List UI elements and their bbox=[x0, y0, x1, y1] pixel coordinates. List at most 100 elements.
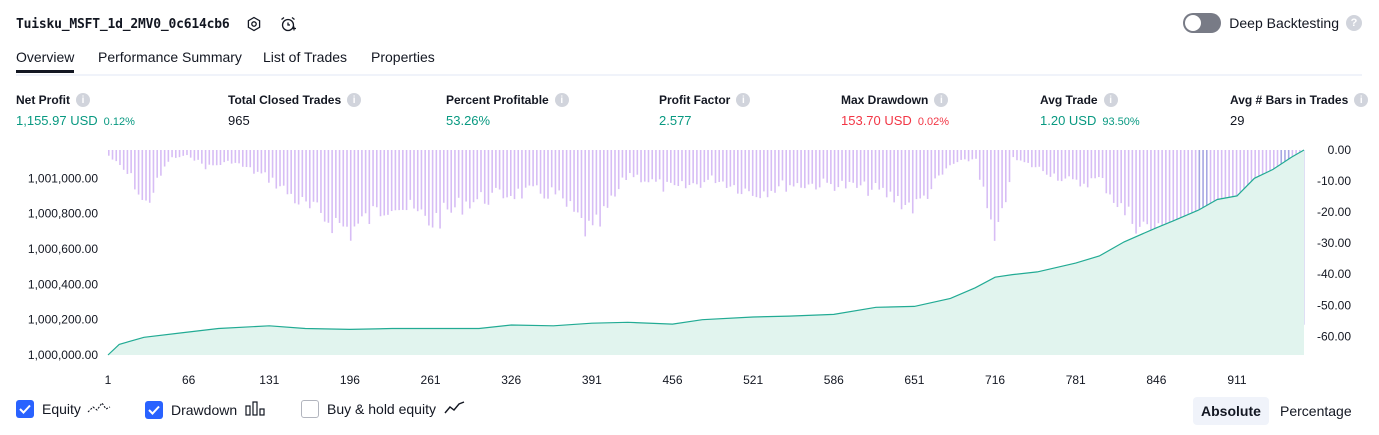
drawdown-bar bbox=[844, 150, 847, 189]
drawdown-bar bbox=[346, 150, 348, 227]
legend-buy-hold[interactable]: Buy & hold equity bbox=[301, 400, 466, 418]
drawdown-bar bbox=[662, 150, 665, 192]
drawdown-bar bbox=[543, 150, 546, 199]
drawdown-bar bbox=[521, 150, 523, 199]
drawdown-bar bbox=[636, 150, 639, 175]
legend-drawdown[interactable]: Drawdown bbox=[145, 400, 265, 419]
metric-label: Avg # Bars in Trades bbox=[1230, 93, 1349, 107]
drawdown-bar bbox=[498, 150, 501, 190]
drawdown-bar bbox=[1157, 150, 1160, 224]
drawdown-bar bbox=[923, 150, 925, 196]
drawdown-bar bbox=[740, 150, 743, 195]
drawdown-bar bbox=[1131, 150, 1134, 224]
drawdown-bar bbox=[889, 150, 892, 192]
drawdown-bar bbox=[517, 150, 520, 189]
drawdown-bar bbox=[550, 150, 553, 188]
drawdown-bar bbox=[807, 150, 810, 185]
drawdown-bar bbox=[1194, 150, 1197, 254]
metric-sub-value: 0.02% bbox=[917, 116, 950, 128]
drawdown-bar bbox=[863, 150, 866, 182]
drawdown-bar bbox=[1176, 150, 1178, 230]
drawdown-bar bbox=[651, 150, 654, 180]
tab-properties[interactable]: Properties bbox=[371, 49, 435, 65]
metric-value: 29 bbox=[1230, 113, 1245, 128]
tab-performance-summary[interactable]: Performance Summary bbox=[98, 49, 242, 65]
drawdown-bar bbox=[539, 150, 542, 194]
metric-label: Percent Profitable bbox=[446, 93, 549, 107]
drawdown-bar bbox=[1094, 150, 1096, 179]
drawdown-bar bbox=[1086, 150, 1089, 188]
drawdown-bar bbox=[349, 150, 352, 241]
x-axis-label: 326 bbox=[501, 373, 521, 387]
drawdown-bar bbox=[290, 150, 292, 194]
help-icon[interactable]: ? bbox=[1346, 15, 1362, 31]
drawdown-bar bbox=[584, 150, 587, 237]
drawdown-bar bbox=[1150, 150, 1152, 234]
equity-line bbox=[107, 149, 1305, 356]
drawdown-axis-label: 0.00 bbox=[1328, 143, 1352, 157]
drawdown-bar bbox=[331, 150, 333, 234]
drawdown-bar bbox=[1250, 150, 1253, 202]
drawdown-checkbox[interactable] bbox=[145, 400, 163, 419]
drawdown-bar bbox=[1012, 150, 1015, 158]
drawdown-bar bbox=[818, 150, 821, 188]
info-icon[interactable]: i bbox=[76, 93, 90, 107]
drawdown-bar bbox=[1045, 150, 1048, 175]
drawdown-bar bbox=[353, 150, 356, 227]
drawdown-bar bbox=[1068, 150, 1070, 177]
drawdown-bar bbox=[800, 150, 802, 188]
drawdown-bar bbox=[327, 150, 330, 223]
info-icon[interactable]: i bbox=[1354, 93, 1369, 107]
alarm-clock-icon[interactable] bbox=[278, 14, 298, 34]
drawdown-bar bbox=[178, 150, 181, 158]
info-icon[interactable]: i bbox=[1103, 93, 1118, 107]
drawdown-bar bbox=[837, 150, 840, 188]
drawdown-bar bbox=[956, 150, 959, 163]
drawdown-bar bbox=[472, 150, 475, 203]
legend-label: Equity bbox=[42, 401, 81, 417]
info-icon[interactable]: i bbox=[736, 93, 751, 107]
info-icon[interactable]: i bbox=[934, 93, 949, 107]
drawdown-bar bbox=[387, 150, 389, 215]
deep-backtesting-toggle[interactable] bbox=[1183, 13, 1222, 33]
drawdown-bar bbox=[141, 150, 144, 200]
drawdown-bar bbox=[1135, 150, 1137, 234]
drawdown-bar bbox=[253, 150, 255, 174]
drawdown-bar bbox=[830, 150, 832, 185]
drawdown-axis-label: -40.00 bbox=[1317, 267, 1351, 281]
drawdown-bar bbox=[911, 150, 914, 214]
legend-equity[interactable]: Equity bbox=[16, 400, 111, 418]
drawdown-bar bbox=[1168, 150, 1171, 236]
deep-backtesting-label: Deep Backtesting bbox=[1229, 15, 1339, 31]
drawdown-bar bbox=[785, 150, 788, 192]
absolute-scale-button[interactable]: Absolute bbox=[1193, 397, 1269, 425]
drawdown-bar bbox=[413, 150, 415, 209]
drawdown-axis-label: -60.00 bbox=[1317, 329, 1351, 343]
buy-hold-checkbox[interactable] bbox=[301, 400, 319, 418]
drawdown-bar bbox=[495, 150, 497, 188]
drawdown-bar bbox=[606, 150, 609, 208]
tab-list-of-trades[interactable]: List of Trades bbox=[263, 49, 348, 65]
drawdown-bar bbox=[368, 150, 371, 225]
x-axis-label: 391 bbox=[582, 373, 602, 387]
equity-checkbox[interactable] bbox=[16, 400, 34, 418]
tab-overview[interactable]: Overview bbox=[16, 49, 75, 73]
drawdown-bar bbox=[1258, 150, 1260, 198]
settings-icon[interactable] bbox=[244, 14, 264, 34]
drawdown-bar bbox=[599, 150, 601, 227]
drawdown-bar bbox=[264, 150, 266, 173]
drawdown-bar bbox=[316, 150, 319, 203]
equity-drawdown-chart[interactable]: 1,000,000.00 1,000,200.00 1,000,400.00 1,00… bbox=[0, 140, 1379, 390]
metric-label: Profit Factor bbox=[659, 93, 731, 107]
drawdown-bar bbox=[461, 150, 464, 215]
drawdown-bar bbox=[569, 150, 572, 202]
percentage-scale-button[interactable]: Percentage bbox=[1280, 403, 1352, 419]
info-icon[interactable]: i bbox=[347, 93, 362, 107]
drawdown-bar bbox=[796, 150, 799, 184]
info-icon[interactable]: i bbox=[554, 93, 569, 107]
drawdown-bar bbox=[792, 150, 795, 187]
drawdown-bar bbox=[241, 150, 244, 167]
drawdown-bar bbox=[1165, 150, 1167, 241]
x-axis-label: 716 bbox=[985, 373, 1005, 387]
drawdown-bar bbox=[1031, 150, 1033, 168]
